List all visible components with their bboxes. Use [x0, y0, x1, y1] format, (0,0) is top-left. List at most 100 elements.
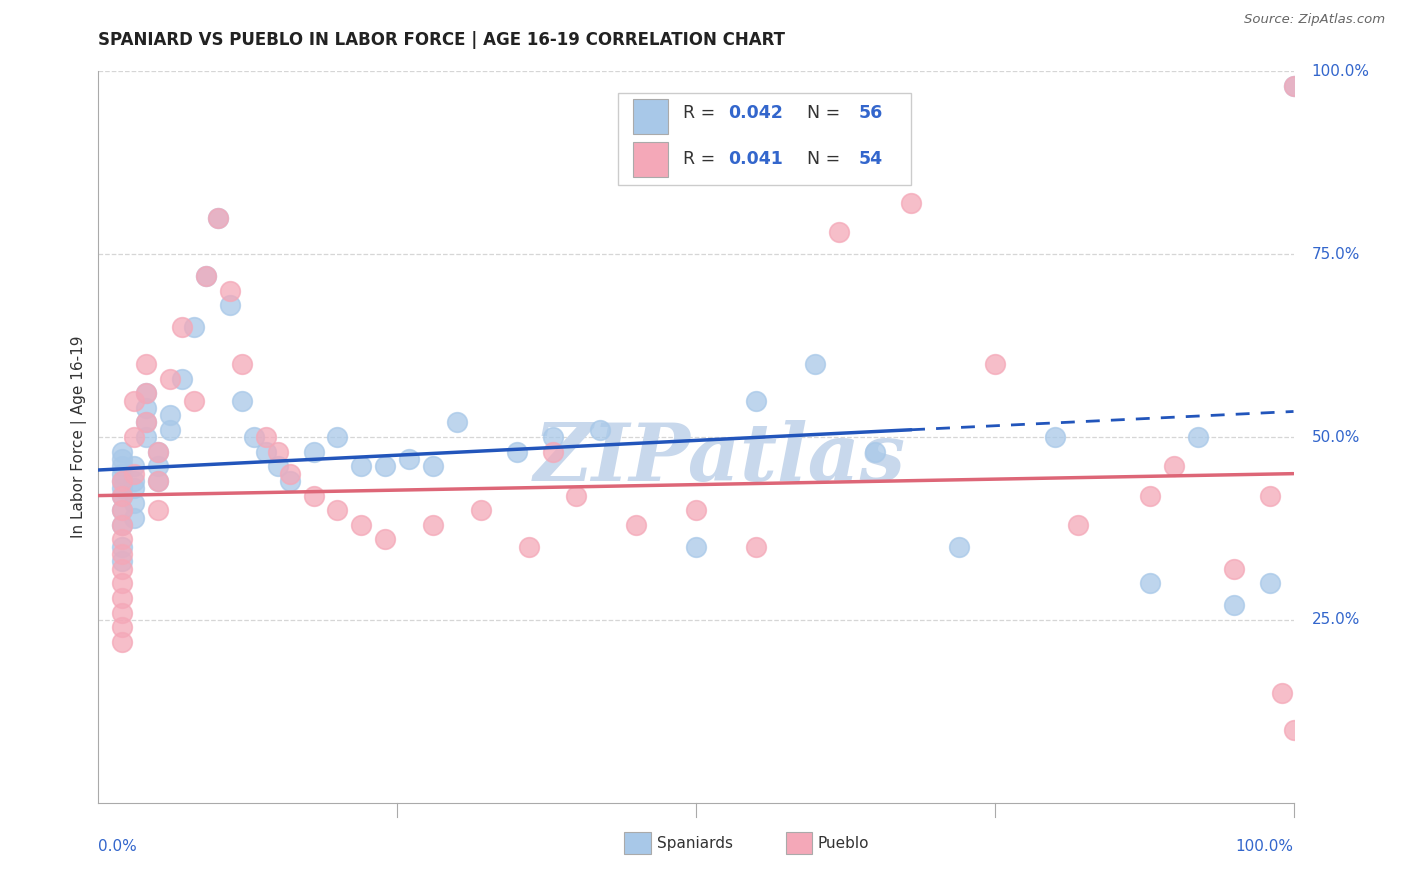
Point: [148, 459, 170, 474]
Point: [111, 620, 134, 634]
Point: [565, 489, 588, 503]
Point: [111, 562, 134, 576]
Text: 50.0%: 50.0%: [1312, 430, 1360, 444]
Point: [470, 503, 492, 517]
Point: [948, 540, 970, 554]
Point: [1271, 686, 1294, 700]
Point: [111, 554, 134, 568]
Text: N =: N =: [796, 150, 846, 168]
Point: [446, 416, 468, 430]
Point: [278, 467, 301, 481]
Point: [626, 517, 648, 532]
Text: 25.0%: 25.0%: [1312, 613, 1360, 627]
Point: [111, 547, 134, 561]
Point: [135, 401, 157, 415]
Point: [135, 416, 157, 430]
Point: [1223, 599, 1246, 613]
Point: [350, 517, 373, 532]
Point: [1282, 723, 1305, 737]
Point: [278, 474, 301, 488]
Point: [302, 489, 325, 503]
Point: [195, 269, 218, 284]
Point: [111, 474, 134, 488]
Text: 56: 56: [859, 103, 883, 121]
Point: [148, 503, 170, 517]
Point: [302, 444, 325, 458]
Point: [422, 459, 444, 474]
Point: [350, 459, 373, 474]
Point: [828, 225, 851, 239]
Point: [984, 357, 1007, 371]
Point: [900, 196, 922, 211]
Point: [219, 298, 242, 312]
Point: [159, 371, 181, 385]
Point: [207, 211, 229, 225]
Point: [1223, 562, 1246, 576]
Point: [135, 416, 157, 430]
Point: [506, 444, 529, 458]
Point: [111, 540, 134, 554]
Bar: [633, 99, 668, 135]
Point: [111, 635, 134, 649]
Point: [148, 444, 170, 458]
Point: [398, 452, 420, 467]
Point: [148, 474, 170, 488]
Point: [183, 320, 205, 334]
Point: [124, 510, 146, 524]
Text: 100.0%: 100.0%: [1312, 64, 1369, 78]
Point: [135, 430, 157, 444]
Text: 54: 54: [859, 150, 883, 168]
Point: [124, 467, 146, 481]
Point: [111, 576, 134, 591]
Text: 0.042: 0.042: [728, 103, 783, 121]
Point: [1043, 430, 1066, 444]
Text: N =: N =: [796, 103, 846, 121]
Point: [111, 503, 134, 517]
Point: [243, 430, 266, 444]
Point: [111, 444, 134, 458]
Point: [183, 393, 205, 408]
Point: [172, 371, 194, 385]
Point: [111, 503, 134, 517]
Text: Source: ZipAtlas.com: Source: ZipAtlas.com: [1244, 13, 1385, 27]
Point: [541, 430, 564, 444]
Point: [1163, 459, 1185, 474]
Point: [111, 467, 134, 481]
Point: [374, 459, 396, 474]
Point: [159, 423, 181, 437]
Point: [111, 489, 134, 503]
Point: [219, 284, 242, 298]
Point: [135, 357, 157, 371]
Point: [804, 357, 827, 371]
Point: [541, 444, 564, 458]
Text: SPANIARD VS PUEBLO IN LABOR FORCE | AGE 16-19 CORRELATION CHART: SPANIARD VS PUEBLO IN LABOR FORCE | AGE …: [98, 31, 786, 49]
Point: [111, 459, 134, 474]
Point: [111, 517, 134, 532]
Point: [231, 357, 253, 371]
Text: 0.0%: 0.0%: [98, 839, 138, 855]
Point: [1258, 489, 1281, 503]
Point: [124, 481, 146, 495]
Point: [195, 269, 218, 284]
Point: [124, 430, 146, 444]
Point: [745, 540, 768, 554]
Text: 0.041: 0.041: [728, 150, 783, 168]
Point: [267, 444, 290, 458]
Point: [172, 320, 194, 334]
Point: [124, 459, 146, 474]
Text: 75.0%: 75.0%: [1312, 247, 1360, 261]
Point: [135, 386, 157, 401]
Point: [1139, 576, 1161, 591]
Point: [111, 489, 134, 503]
Point: [135, 386, 157, 401]
Text: Spaniards: Spaniards: [657, 836, 733, 851]
Y-axis label: In Labor Force | Age 16-19: In Labor Force | Age 16-19: [72, 335, 87, 539]
Point: [124, 393, 146, 408]
Text: 100.0%: 100.0%: [1236, 839, 1294, 855]
Point: [148, 444, 170, 458]
FancyBboxPatch shape: [619, 94, 911, 185]
Point: [124, 474, 146, 488]
Point: [254, 430, 277, 444]
Point: [111, 474, 134, 488]
Bar: [633, 143, 668, 178]
